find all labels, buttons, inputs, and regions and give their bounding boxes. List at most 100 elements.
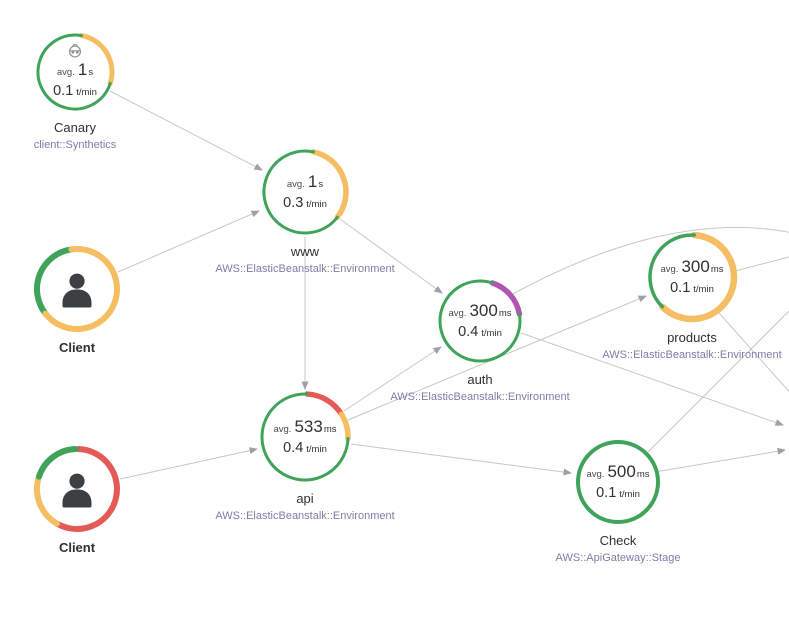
edge-products-to-offscreen-down [718,312,789,393]
avg-latency-unit: ms [710,263,724,275]
node-health-ring [576,440,660,524]
ring-segment-green [36,33,112,111]
ring-segment-red [54,446,120,532]
node-sublabel: AWS::ElasticBeanstalk::Environment [215,263,395,275]
ring-segment-green [438,279,522,363]
service-node-products[interactable]: avg. 300ms 0.1 t/min products AWS::Elastic… [602,227,782,361]
node-metrics: avg. 500ms 0.1 t/min [586,462,649,503]
node-label: Client [58,540,96,555]
ring-segment-orange [78,33,115,86]
person-icon-wrap [58,470,96,508]
canary-icon-wrap [67,43,83,59]
ring-segment-orange [34,473,60,527]
node-health-ring [438,279,523,363]
traffic-rate-value: 0.3 [283,195,304,211]
node-health-ring [36,33,115,111]
node-sublabel: client::Synthetics [33,139,117,151]
person-icon [62,473,92,508]
avg-latency-unit: ms [498,307,512,319]
service-node-auth[interactable]: avg. 300ms 0.4 t/min auth AWS::ElasticBean… [390,273,570,403]
avg-latency-value: 500 [607,461,636,481]
ring-segment-green [260,392,350,482]
avg-latency-value: 1 [307,171,318,191]
service-node-client-bottom[interactable]: Client [29,441,125,555]
node-sublabel: AWS::ElasticBeanstalk::Environment [390,391,570,403]
person-icon-wrap [58,270,96,308]
avg-latency-value: 533 [294,416,323,436]
service-node-client-top[interactable]: Client [29,241,125,355]
node-metrics: avg. 300ms 0.1 t/min [660,257,723,298]
node-sublabel: AWS::ElasticBeanstalk::Environment [215,510,395,522]
avg-latency-unit: ms [323,423,337,435]
traffic-rate-value: 0.1 [596,485,617,501]
node-metrics: avg. 1s 0.3 t/min [283,172,327,213]
node-label: Canary [54,120,96,135]
avg-prefix: avg. [286,178,305,190]
ring-segment-orange [659,231,738,323]
avg-prefix: avg. [56,66,75,78]
traffic-rate-value: 0.4 [283,440,304,456]
traffic-rate-unit: t/min [306,444,327,455]
node-health-ring [260,391,351,482]
avg-latency-value: 1 [77,59,88,79]
avg-latency-value: 300 [681,256,710,276]
node-metrics: avg. 300ms 0.4 t/min [448,301,511,342]
service-node-www[interactable]: avg. 1s 0.3 t/min www AWS::ElasticBeanstal… [215,143,395,275]
edge-auth-arc-offscreen [510,226,789,296]
node-health-ring [34,446,120,532]
ring-segment-green [648,233,696,309]
avg-latency-value: 300 [469,300,498,320]
edge-client-bottom-to-api [119,447,258,480]
node-label: Check [599,533,637,548]
traffic-rate-value: 0.4 [458,324,479,340]
avg-latency-unit: s [318,178,324,190]
person-icon [62,273,92,308]
traffic-rate-unit: t/min [619,489,640,500]
service-node-api[interactable]: avg. 533ms 0.4 t/min api AWS::ElasticBeans… [215,386,395,522]
traffic-rate-value: 0.1 [53,83,74,99]
avg-prefix: avg. [586,468,605,480]
avg-prefix: avg. [660,263,679,275]
avg-latency-unit: ms [636,468,650,480]
traffic-rate-unit: t/min [693,284,714,295]
traffic-rate-unit: t/min [306,199,327,210]
edge-www-to-auth [339,218,443,294]
node-label: auth [467,372,493,387]
canary-icon [68,43,82,58]
node-metrics: avg. 1s 0.1 t/min [53,60,97,101]
node-sublabel: AWS::ApiGateway::Stage [555,552,681,564]
avg-prefix: avg. [448,307,467,319]
node-label: api [296,491,314,506]
ring-segment-red [304,391,345,417]
edge-api-to-check [350,443,572,476]
node-metrics: avg. 533ms 0.4 t/min [273,417,336,458]
edge-check-to-offscreen-up [647,310,789,453]
ring-segment-green [35,446,79,480]
ring-segment-green [34,246,75,317]
avg-latency-unit: s [88,66,94,78]
edge-check-to-offscreen-right [654,447,786,473]
ring-segment-orange [42,246,120,332]
node-label: Client [58,340,96,355]
edge-products-to-offscreen-right [734,256,789,272]
traffic-rate-unit: t/min [76,87,97,98]
ring-segment-green [576,440,660,524]
edge-auth-to-offscreen-right [520,332,784,426]
service-node-check[interactable]: avg. 500ms 0.1 t/min Check AWS::ApiGateway… [556,434,680,564]
edge-canary-to-www [109,90,263,171]
traffic-rate-unit: t/min [481,328,502,339]
node-health-ring [262,149,349,235]
ring-segment-green [262,149,339,235]
node-health-ring [34,246,120,332]
node-sublabel: AWS::ElasticBeanstalk::Environment [602,349,782,361]
service-node-canary[interactable]: avg. 1s 0.1 t/min Canary client::Synthetic… [30,27,120,151]
node-health-ring [648,231,738,323]
ring-segment-orange [310,149,349,220]
ring-segment-purple [489,280,523,317]
traffic-rate-value: 0.1 [670,280,691,296]
node-label: www [290,244,320,259]
edge-client-top-to-www [117,210,260,273]
avg-prefix: avg. [273,423,292,435]
